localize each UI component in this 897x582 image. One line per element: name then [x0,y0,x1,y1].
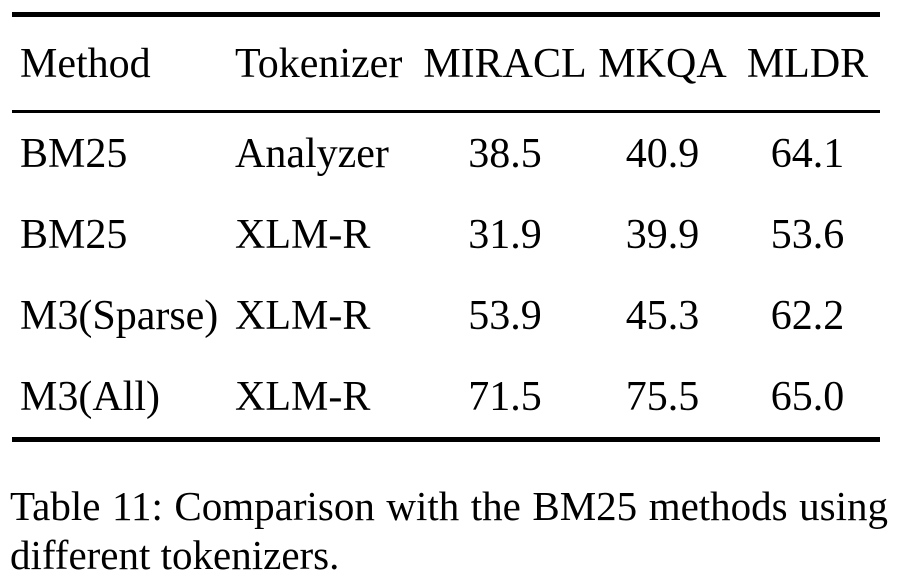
table-midrule [12,110,880,113]
col-header-miracl: MIRACL [423,40,587,87]
cell-mldr: 53.6 [770,211,845,258]
caption-line-2: different tokenizers. [10,532,340,578]
col-header-mldr: MLDR [746,40,869,87]
table-row: BM25 Analyzer 38.5 40.9 64.1 [12,113,880,194]
cell-method: M3(All) [20,373,160,420]
col-header-tokenizer: Tokenizer [235,40,403,87]
table-caption: Table 11: Comparison with the BM25 metho… [10,482,888,580]
cell-miracl: 38.5 [468,130,542,177]
caption-line-1: Table 11: Comparison with the BM25 metho… [10,483,888,529]
cell-miracl: 31.9 [468,211,542,258]
cell-mldr: 64.1 [770,130,845,177]
cell-tokenizer: XLM-R [235,292,371,339]
col-header-mkqa: MKQA [598,40,727,87]
table-row: M3(All) XLM-R 71.5 75.5 65.0 [12,356,880,437]
cell-mkqa: 75.5 [625,373,700,420]
table-row: BM25 XLM-R 31.9 39.9 53.6 [12,194,880,275]
cell-mkqa: 40.9 [625,130,700,177]
col-header-method: Method [20,40,151,87]
cell-mkqa: 45.3 [625,292,700,339]
cell-mldr: 62.2 [770,292,845,339]
cell-tokenizer: Analyzer [235,130,389,177]
table-header-row: Method Tokenizer MIRACL MKQA MLDR [12,17,880,110]
table-row: M3(Sparse) XLM-R 53.9 45.3 62.2 [12,275,880,356]
cell-miracl: 71.5 [468,373,542,420]
cell-mkqa: 39.9 [625,211,700,258]
cell-method: M3(Sparse) [20,292,219,339]
cell-method: BM25 [20,211,128,258]
cell-mldr: 65.0 [770,373,845,420]
cell-method: BM25 [20,130,128,177]
cell-tokenizer: XLM-R [235,211,371,258]
results-table: Method Tokenizer MIRACL MKQA MLDR BM25 A… [12,12,880,442]
cell-miracl: 53.9 [468,292,542,339]
cell-tokenizer: XLM-R [235,373,371,420]
